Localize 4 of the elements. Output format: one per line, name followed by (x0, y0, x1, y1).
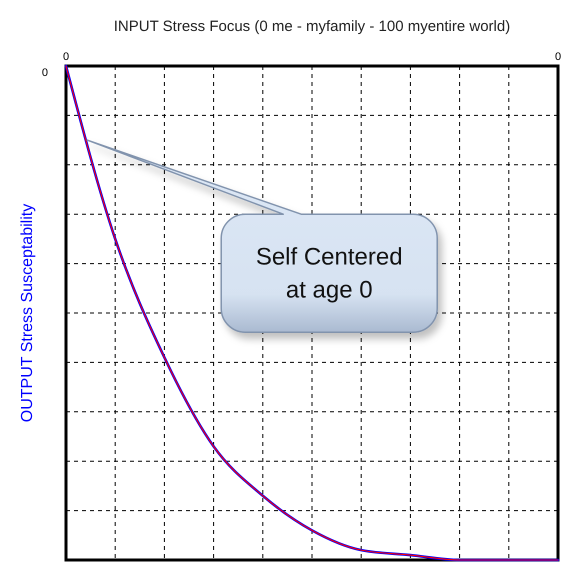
text: 0 (42, 66, 48, 79)
y-axis-title: OUTPUT Stress Susceptability (19, 204, 36, 422)
annotation: Self Centered at age 0 (256, 244, 403, 304)
chart-title: INPUT Stress Focus (0 me - myfamily - 100 myentire world) (114, 18, 510, 35)
